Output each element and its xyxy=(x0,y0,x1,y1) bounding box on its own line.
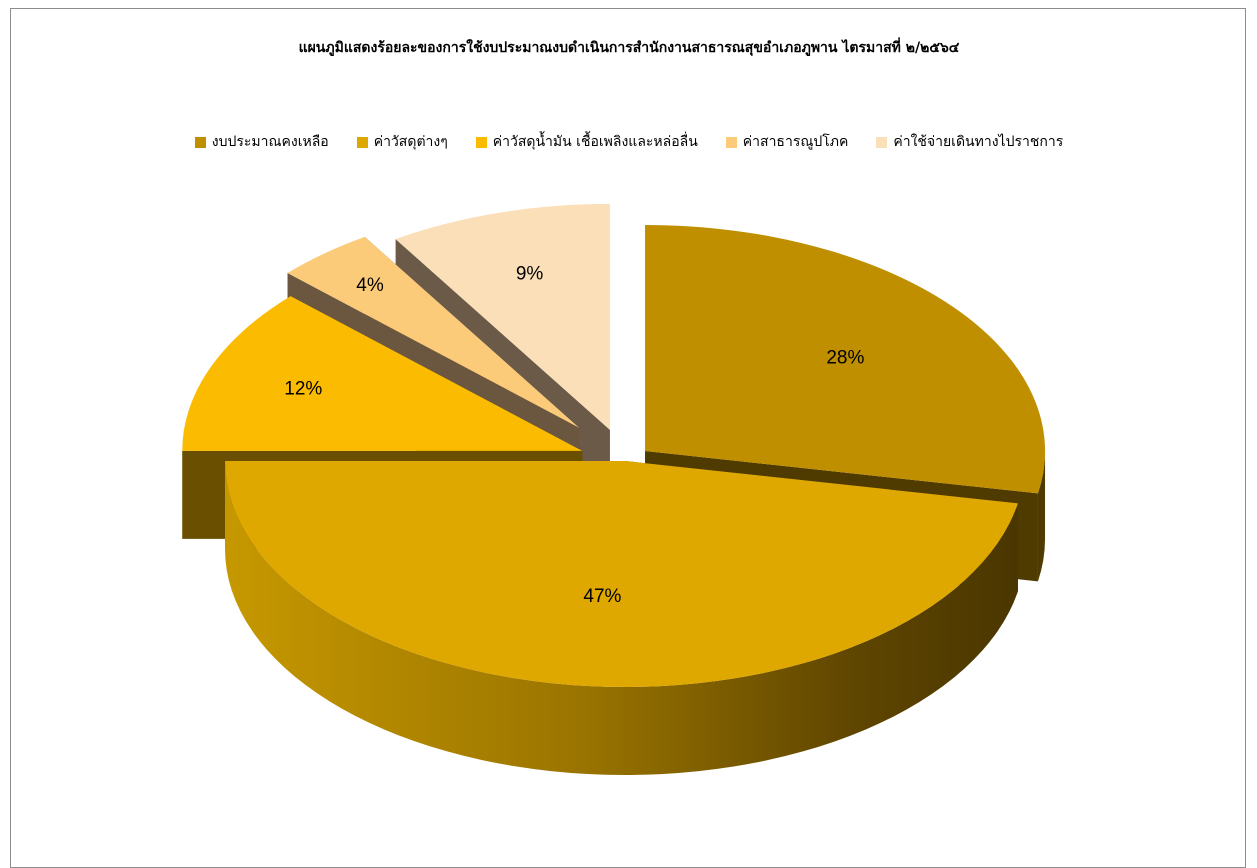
legend-entry-fuel: ค่าวัสดุน้ำมัน เชื้อเพลิงและหล่อลื่น xyxy=(475,131,698,153)
legend-entry-utilities: ค่าสาธารณูปโภค xyxy=(725,131,849,153)
legend-entry-materials: ค่าวัสดุต่างๆ xyxy=(356,131,448,153)
chart-area: แผนภูมิแสดงร้อยละของการใช้งบประมาณงบดำเน… xyxy=(10,8,1246,868)
data-label: 47% xyxy=(583,586,621,607)
chart-title: แผนภูมิแสดงร้อยละของการใช้งบประมาณงบดำเน… xyxy=(298,40,960,56)
slice-top xyxy=(225,461,1018,687)
legend-label: ค่าใช้จ่ายเดินทางไปราชการ xyxy=(893,134,1064,150)
slice-top xyxy=(395,203,610,430)
legend: งบประมาณคงเหลือ ค่าวัสดุต่างๆ ค่าวัสดุน้… xyxy=(11,131,1247,153)
slice-top xyxy=(645,225,1046,494)
slice-side xyxy=(225,461,1018,776)
legend-entry-remaining-budget: งบประมาณคงเหลือ xyxy=(194,131,329,153)
slice-top xyxy=(182,296,583,451)
legend-label: งบประมาณคงเหลือ xyxy=(211,134,329,150)
legend-swatch xyxy=(475,136,487,148)
pie-slice xyxy=(225,461,1018,776)
data-label: 28% xyxy=(826,347,864,368)
legend-entry-travel: ค่าใช้จ่ายเดินทางไปราชการ xyxy=(876,131,1063,153)
slice-side xyxy=(1037,451,1046,582)
data-label: 9% xyxy=(516,264,544,285)
legend-swatch xyxy=(194,136,206,148)
slice-top xyxy=(287,236,580,428)
pie-chart: 28% 47% 12% 4% 9% xyxy=(182,203,1046,776)
legend-label: ค่าสาธารณูปโภค xyxy=(742,134,849,150)
legend-swatch xyxy=(725,136,737,148)
legend-label: ค่าวัสดุต่างๆ xyxy=(373,134,448,150)
data-label: 4% xyxy=(356,275,384,296)
legend-label: ค่าวัสดุน้ำมัน เชื้อเพลิงและหล่อลื่น xyxy=(492,134,698,150)
data-label: 12% xyxy=(284,378,322,399)
legend-swatch xyxy=(356,136,368,148)
legend-swatch xyxy=(876,136,888,148)
